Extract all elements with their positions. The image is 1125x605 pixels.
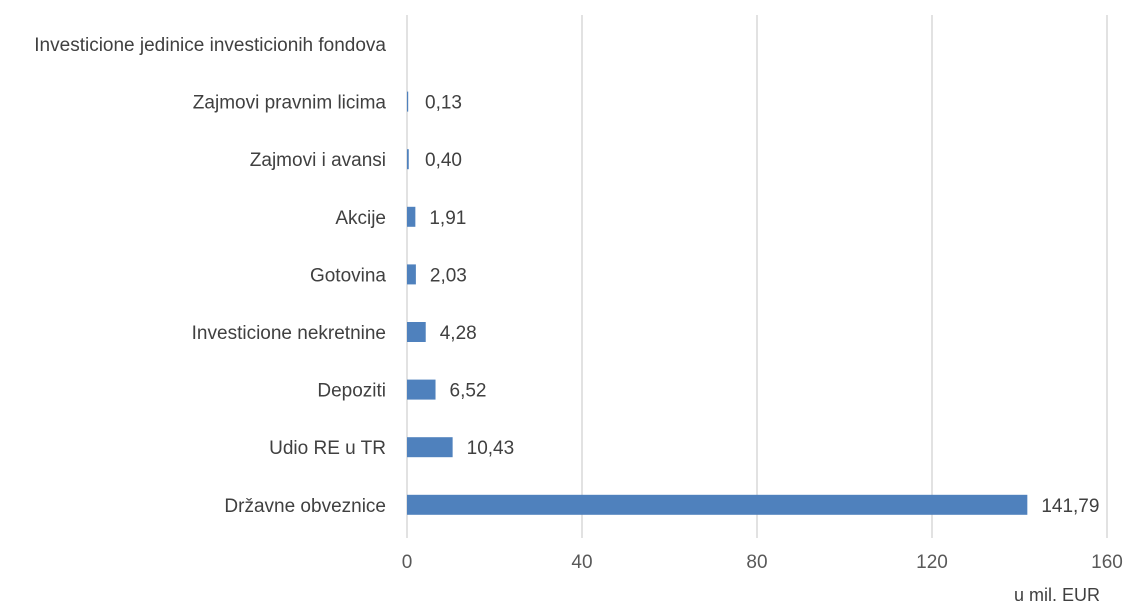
data-label: 141,79 xyxy=(1041,496,1099,517)
data-label: 10,43 xyxy=(467,438,515,459)
x-axis-tick-labels: 0 40 80 120 160 xyxy=(402,552,1123,573)
unit-label: u mil. EUR xyxy=(1014,585,1100,605)
x-tick-label: 40 xyxy=(571,552,592,573)
data-label: 4,28 xyxy=(440,323,477,344)
data-label: 0,40 xyxy=(425,150,462,171)
x-tick-label: 80 xyxy=(746,552,767,573)
bar xyxy=(407,322,426,342)
data-labels: 0,13 0,40 1,91 2,03 4,28 6,52 10,43 141,79 xyxy=(425,93,1099,517)
bar xyxy=(407,264,416,285)
data-label: 6,52 xyxy=(450,381,487,402)
bar xyxy=(407,437,453,458)
bars xyxy=(407,91,1028,515)
bar xyxy=(407,379,436,400)
data-label: 0,13 xyxy=(425,93,462,114)
category-labels: Investicione jedinice investicionih fond… xyxy=(34,35,386,517)
data-label: 1,91 xyxy=(429,208,466,229)
category-label: Akcije xyxy=(335,208,386,229)
data-label: 2,03 xyxy=(430,265,467,286)
x-tick-label: 120 xyxy=(916,552,948,573)
bar xyxy=(407,206,416,227)
category-label: Depoziti xyxy=(317,381,386,402)
category-label: Zajmovi pravnim licima xyxy=(193,93,387,114)
bar xyxy=(407,494,1028,515)
category-label: Državne obveznice xyxy=(224,496,386,517)
category-label: Investicione nekretnine xyxy=(192,323,386,344)
x-tick-label: 0 xyxy=(402,552,413,573)
gridlines xyxy=(406,15,1108,538)
x-tick-label: 160 xyxy=(1091,552,1123,573)
bar xyxy=(407,149,409,170)
category-label: Investicione jedinice investicionih fond… xyxy=(34,35,386,56)
category-label: Gotovina xyxy=(310,265,386,286)
bar xyxy=(407,91,409,112)
category-label: Zajmovi i avansi xyxy=(250,150,386,171)
category-label: Udio RE u TR xyxy=(269,438,386,459)
